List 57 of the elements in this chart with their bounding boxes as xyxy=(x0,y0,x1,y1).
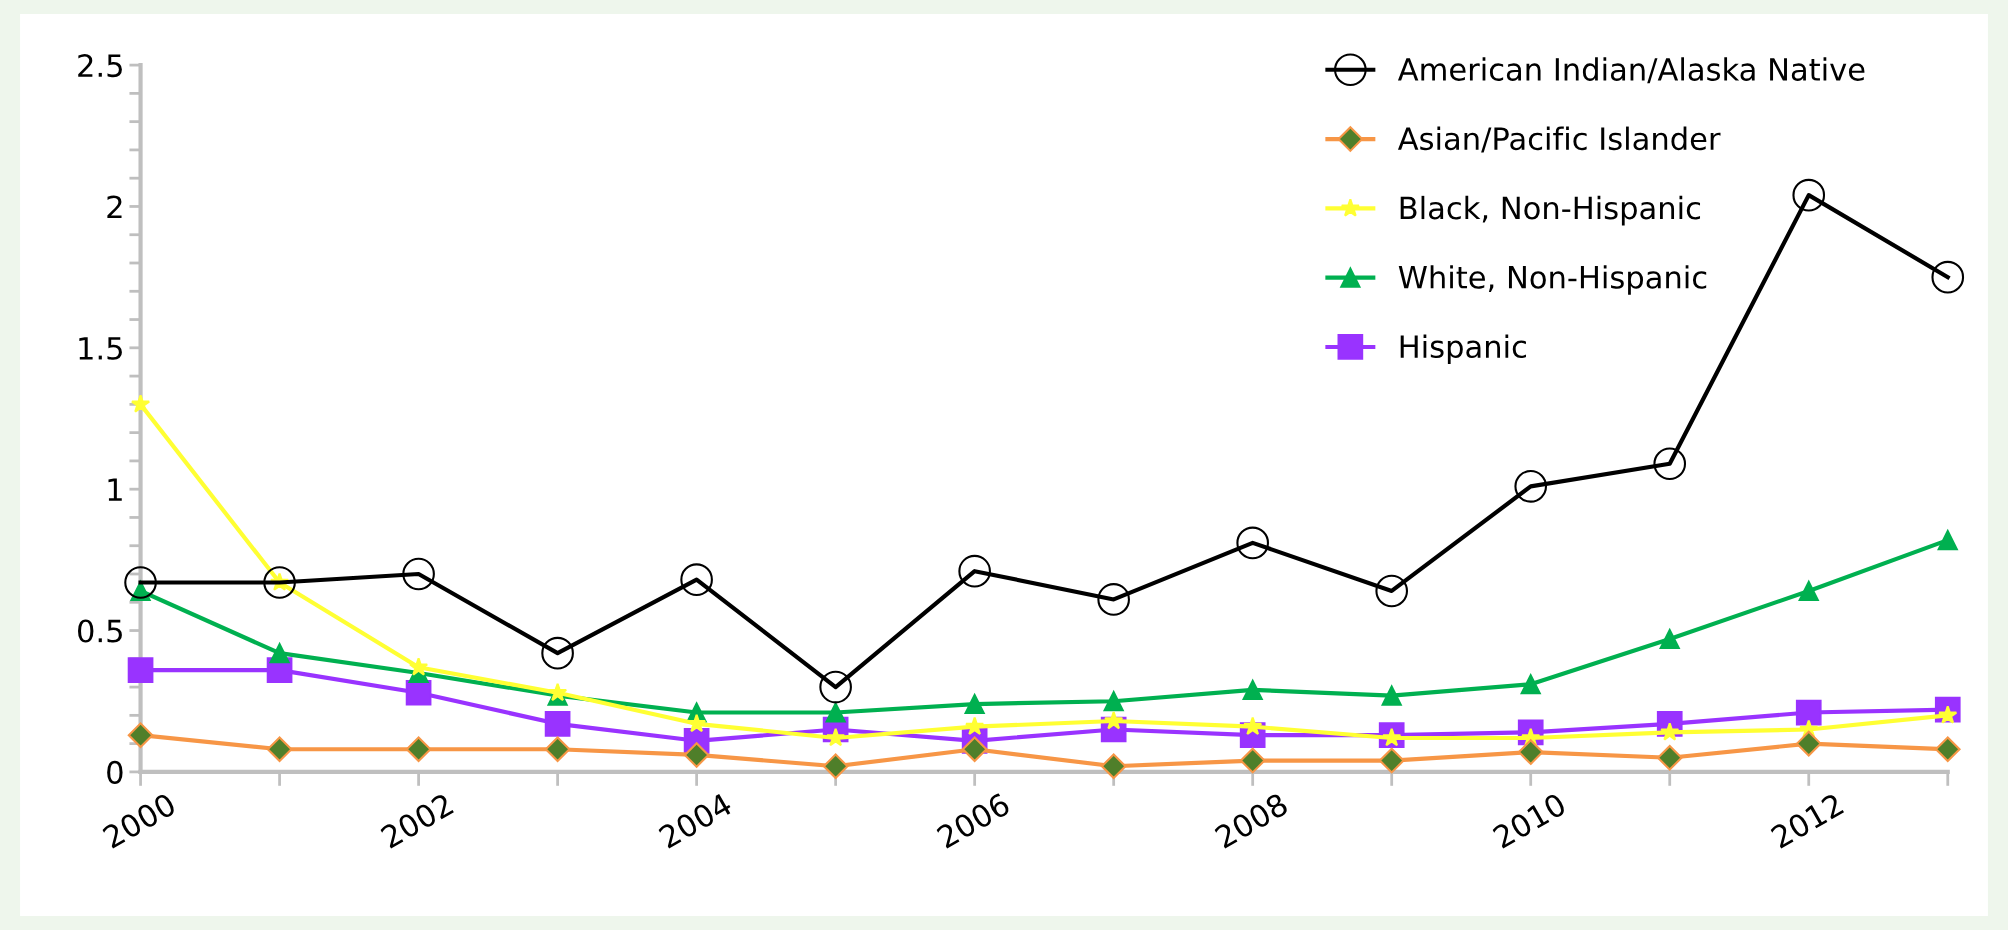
point xyxy=(1239,747,1266,774)
point xyxy=(1517,739,1544,765)
point xyxy=(127,657,154,683)
point xyxy=(130,394,151,413)
point xyxy=(1097,583,1130,616)
point xyxy=(1236,526,1269,560)
point xyxy=(544,710,571,737)
legend-label: Asian/Pacific Islander xyxy=(1397,126,1721,153)
point xyxy=(263,566,296,599)
point xyxy=(402,557,435,591)
point xyxy=(680,563,713,596)
point xyxy=(1378,747,1405,774)
y-tick-label: 1.5 xyxy=(79,337,122,360)
legend-label: White, Non-Hispanic xyxy=(1398,265,1707,295)
point xyxy=(266,736,293,763)
point xyxy=(1520,674,1541,695)
point xyxy=(541,636,574,670)
point xyxy=(1514,470,1548,503)
point xyxy=(825,702,846,723)
point xyxy=(1103,691,1124,712)
point xyxy=(1792,178,1826,212)
y-tick-label: 2.5 xyxy=(78,54,122,78)
point xyxy=(687,713,707,733)
legend-label: Hispanic xyxy=(1400,334,1526,365)
point xyxy=(1656,744,1683,771)
point xyxy=(1931,260,1965,294)
point xyxy=(408,657,429,676)
point xyxy=(1381,685,1402,706)
point xyxy=(1653,447,1687,481)
point xyxy=(1937,530,1958,551)
point xyxy=(964,693,985,715)
point xyxy=(819,670,852,704)
point xyxy=(1375,574,1409,608)
point xyxy=(1795,699,1822,726)
point xyxy=(544,736,571,763)
point xyxy=(1100,753,1127,780)
point xyxy=(1795,730,1822,757)
point xyxy=(1242,679,1263,700)
point xyxy=(1659,628,1680,650)
y-tick-label: 1 xyxy=(108,478,122,501)
point xyxy=(1798,580,1819,602)
point xyxy=(965,716,985,736)
point xyxy=(958,554,991,588)
point xyxy=(822,753,849,780)
y-tick-label: 0.5 xyxy=(78,619,122,643)
y-tick-label: 2 xyxy=(107,195,122,219)
point xyxy=(1934,736,1961,763)
y-tick-label: 0 xyxy=(107,760,123,784)
point xyxy=(405,736,432,763)
point xyxy=(961,736,988,763)
point xyxy=(683,742,710,768)
point xyxy=(124,566,157,599)
legend-label: American Indian/Alaska Native xyxy=(1397,57,1865,84)
point xyxy=(127,722,154,748)
point xyxy=(269,643,290,664)
point xyxy=(405,679,432,706)
legend-label: Black, Non-Hispanic xyxy=(1400,195,1701,226)
